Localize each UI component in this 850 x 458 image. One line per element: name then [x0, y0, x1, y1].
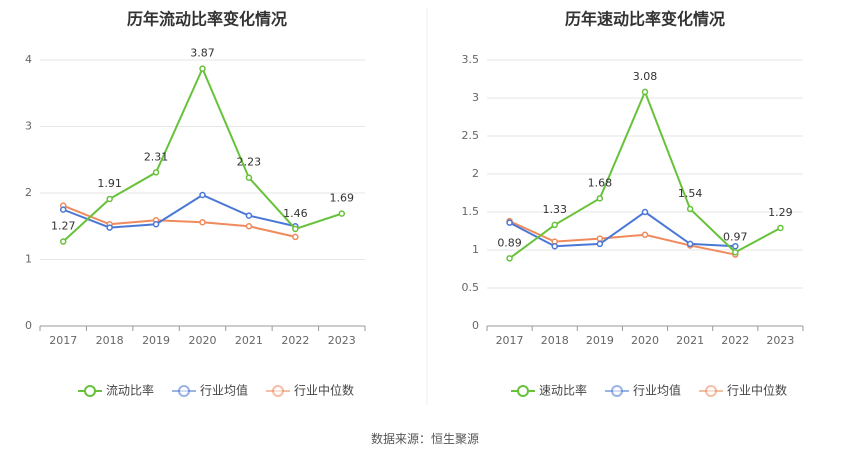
chart-2-legend-swatch-marker [517, 385, 529, 397]
chart-1-x-tick-label: 2021 [235, 334, 263, 347]
chart-1-x-tick-label: 2018 [96, 334, 124, 347]
chart-1-legend-swatch-marker [84, 385, 96, 397]
data-source-note: 数据来源：恒生聚源 [370, 432, 479, 446]
chart-2-y-tick-label: 0 [472, 319, 479, 332]
chart-2-series-2-line [509, 210, 736, 248]
chart-2-y-tick-label: 3 [472, 91, 479, 104]
chart-1-series-3-point [245, 223, 253, 230]
chart-2-y-tick-label: 2.5 [462, 129, 480, 142]
chart-1-y-tick-label: 2 [25, 186, 32, 199]
chart-1-series-2-line [62, 193, 296, 229]
chart-2-x-tick-label: 2019 [586, 334, 614, 347]
chart-2-series-2-point [732, 242, 739, 250]
charts-canvas: 历年流动比率变化情况 0 1 2 3 4 2017 2018 2019 2020 2021 2022 2… [25, 8, 804, 405]
chart-1-series-2-point [59, 206, 67, 213]
chart-1-series-2-point [199, 191, 206, 199]
chart-2-data-label: 0.89 [497, 236, 522, 249]
chart-2-series-2-point [596, 240, 604, 248]
chart-1-x-tick-label: 2022 [281, 334, 309, 347]
chart-2-y-tick-label: 1.5 [462, 205, 480, 218]
chart-2-series-2-point [506, 219, 513, 226]
chart-2-legend-label: 速动比率 [539, 383, 587, 398]
chart-2-legend-swatch-marker [611, 385, 623, 397]
chart-1-data-label: 1.46 [283, 207, 308, 220]
chart-1-series-2-point [245, 212, 253, 219]
chart-2-y-tick-label: 1 [472, 243, 479, 256]
chart-2-series-1-point [686, 205, 694, 213]
chart-1-series-2-point [106, 224, 113, 231]
chart-1-series-1-point [199, 65, 206, 72]
chart-1-y-tick-label: 1 [25, 253, 32, 266]
chart-2-x-tick-label: 2021 [676, 334, 704, 347]
chart-2-x-tick-label: 2022 [721, 334, 749, 347]
chart-1-series-3-point [199, 219, 206, 226]
chart-1-legend-label: 流动比率 [106, 383, 154, 398]
chart-1-legend-swatch-marker [272, 385, 284, 397]
chart-1-y-tick-label: 4 [25, 53, 32, 66]
chart-2-y-tick-label: 2 [472, 167, 479, 180]
chart-2-series-1-point [732, 249, 739, 256]
chart-2-series-3-point [641, 231, 649, 239]
chart-1-data-label: 3.87 [190, 47, 215, 60]
chart-1-x-tick-label: 2020 [189, 334, 217, 347]
chart-1-series-3-point [292, 233, 299, 241]
chart-1-series-1-point [152, 169, 160, 176]
chart-2-y-tick-label: 3.5 [462, 53, 480, 66]
chart-1-y-tick-label: 3 [25, 120, 32, 133]
chart-2-series-1-point [506, 255, 513, 262]
chart-1-legend-swatch-marker [178, 385, 190, 397]
chart-2-series-3-point [596, 235, 604, 242]
chart-2-series-2-point [551, 242, 558, 250]
chart-2-x-tick-label: 2017 [496, 334, 524, 347]
chart-2-x-tick-label: 2023 [766, 334, 794, 347]
chart-2-series-1-point [596, 195, 604, 202]
chart-1-x-tick-label: 2017 [49, 334, 77, 347]
chart-1-x-tick-label: 2023 [328, 334, 356, 347]
chart-2-data-label: 1.54 [678, 187, 703, 200]
chart-1-data-label: 2.23 [237, 156, 262, 169]
chart-2-data-label: 1.68 [588, 176, 613, 189]
chart-1-x-tick-label: 2019 [142, 334, 170, 347]
chart-1-series-1-point [59, 238, 67, 245]
chart-2-legend-label: 行业中位数 [727, 383, 787, 398]
chart-1-series-1-point [292, 225, 299, 233]
chart-1-legend-label: 行业中位数 [294, 383, 354, 398]
chart-1-data-label: 1.69 [330, 192, 355, 205]
chart-2-series-2-point [641, 208, 649, 216]
chart-1-series-1-point [245, 174, 253, 181]
chart-2-series-2-point [686, 240, 694, 248]
chart-2-y-tick-label: 0.5 [462, 281, 480, 294]
chart-1-series-3-line [62, 204, 296, 238]
chart-2-x-tick-label: 2018 [541, 334, 569, 347]
chart-2-data-label: 0.97 [723, 230, 748, 243]
chart-1-series-1-point [106, 195, 113, 203]
chart-2-series-3-line [509, 220, 736, 256]
chart-2-data-label: 3.08 [633, 70, 658, 83]
chart-1-series-1-point [338, 210, 346, 217]
chart-2-title: 历年速动比率变化情况 [565, 10, 725, 29]
chart-2-x-tick-label: 2020 [631, 334, 659, 347]
chart-1-data-label: 2.31 [144, 150, 169, 163]
chart-2-data-label: 1.29 [768, 206, 793, 219]
chart-2-series-1-point [777, 224, 784, 232]
chart-1-data-label: 1.91 [97, 177, 122, 190]
chart-1-y-tick-label: 0 [25, 319, 32, 332]
chart-2-series-1-point [641, 88, 649, 96]
chart-2-series-1-point [551, 221, 558, 229]
chart-2-data-label: 1.33 [542, 203, 567, 216]
chart-1-data-label: 1.27 [51, 220, 76, 233]
chart-2-legend-swatch-marker [705, 385, 717, 397]
chart-1-title: 历年流动比率变化情况 [127, 10, 287, 29]
chart-1-series-2-point [152, 221, 160, 228]
chart-2-legend-label: 行业均值 [633, 383, 681, 398]
chart-1-legend-label: 行业均值 [200, 383, 248, 398]
